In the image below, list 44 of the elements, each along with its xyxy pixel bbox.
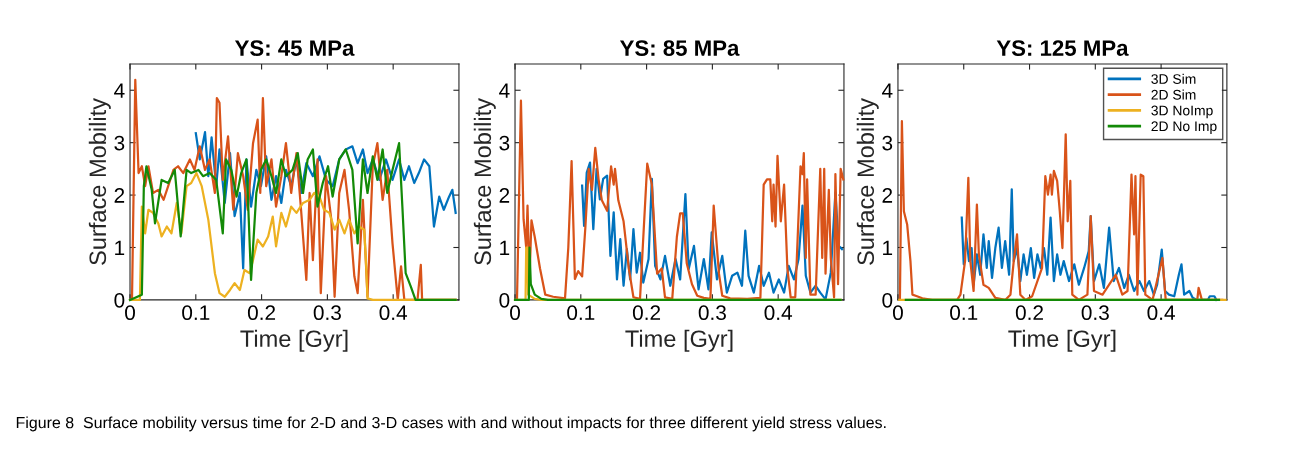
chart-title: YS: 125 MPa (996, 40, 1129, 56)
x-axis-title: Time [Gyr] (625, 329, 733, 352)
chart-title: YS: 45 MPa (234, 40, 355, 56)
x-tick-label: 0 (125, 305, 135, 321)
x-tick-label: 0.4 (764, 305, 793, 321)
y-tick-label: 3 (114, 135, 125, 151)
x-tick-label: 0.2 (632, 305, 661, 321)
x-tick-label: 0.4 (1147, 305, 1175, 321)
legend-label: 2D No Imp (1151, 121, 1217, 134)
y-tick-label: 0 (882, 292, 893, 308)
y-tick-label: 1 (883, 240, 893, 256)
y-tick-label: 4 (114, 83, 125, 98)
x-tick-label: 0.2 (1015, 305, 1043, 321)
y-tick-label: 3 (882, 135, 893, 151)
legend-label: 3D NoImp (1151, 105, 1213, 119)
x-tick-label: 0.4 (379, 305, 408, 321)
y-tick-label: 0 (114, 292, 125, 308)
x-tick-label: 0.1 (950, 305, 978, 321)
x-tick-label: 0.3 (698, 305, 726, 321)
y-tick-label: 2 (499, 188, 510, 203)
x-tick-label: 0.3 (1081, 305, 1109, 321)
y-tick-label: 0 (499, 292, 510, 308)
y-tick-label: 1 (500, 240, 510, 256)
y-tick-label: 4 (881, 83, 893, 98)
caption: Figure 8 Surface mobility versus time for 2-D and 3-D cases with and without impacts for three different yield stress values. (16, 416, 886, 432)
x-axis-title: Time [Gyr] (1008, 329, 1116, 352)
y-tick-label: 1 (115, 240, 125, 256)
y-axis-title: Surface Mobility (88, 98, 111, 265)
y-tick-label: 2 (882, 188, 893, 203)
x-axis-title: Time [Gyr] (240, 329, 348, 352)
y-axis-title: Surface Mobility (473, 98, 496, 265)
legend-label: 3D Sim (1151, 73, 1196, 84)
x-tick-label: 0.1 (567, 305, 595, 321)
y-tick-label: 3 (499, 135, 510, 151)
x-tick-label: 0.2 (247, 305, 276, 321)
x-tick-label: 0.1 (182, 305, 210, 321)
y-tick-label: 2 (114, 188, 125, 203)
chart-title: YS: 85 MPa (619, 40, 740, 56)
x-tick-label: 0 (510, 305, 520, 321)
x-tick-label: 0 (892, 305, 903, 321)
x-tick-label: 0.3 (313, 305, 341, 321)
y-axis-title: Surface Mobility (856, 98, 879, 265)
legend-label: 2D Sim (1151, 89, 1196, 100)
y-tick-label: 4 (499, 83, 510, 98)
